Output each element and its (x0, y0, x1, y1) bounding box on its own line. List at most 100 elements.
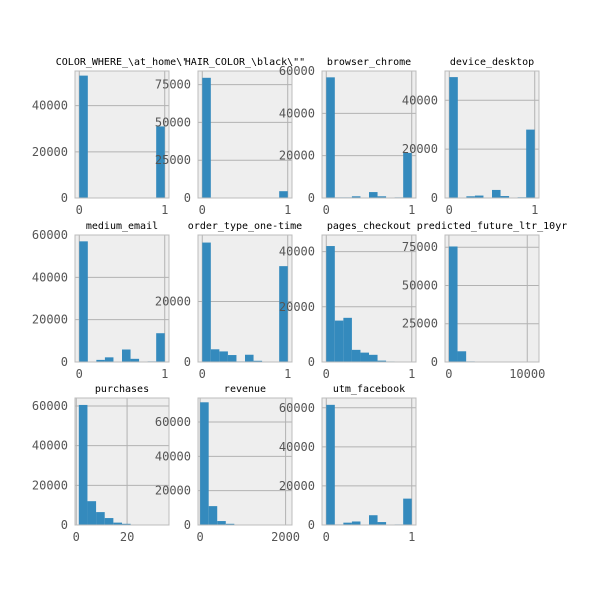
histogram-bar (403, 152, 412, 198)
histogram-bar (225, 523, 235, 525)
x-tick-label: 10000 (509, 367, 545, 381)
y-tick-label: 0 (308, 518, 315, 532)
axes-background (198, 235, 292, 362)
histogram-bar (253, 360, 263, 362)
subplot-6: pages_checkout 0 20000 40000 0 1 (279, 221, 417, 381)
x-tick-label: 0 (323, 530, 330, 544)
histogram-bar (202, 242, 211, 362)
subplot-title: pages_checkout (327, 221, 411, 232)
y-tick-label: 60000 (155, 415, 191, 429)
axes-frame (197, 397, 293, 526)
x-tick-label: 0 (73, 530, 80, 544)
y-tick-label: 50000 (402, 278, 438, 292)
y-tick-label: 0 (61, 355, 68, 369)
axes-background (198, 71, 292, 198)
histogram-bar (369, 192, 378, 198)
x-tick-label: 20 (120, 530, 134, 544)
axes-background (445, 235, 539, 362)
y-tick-label: 60000 (32, 228, 68, 242)
y-tick-label: 40000 (32, 439, 68, 453)
y-tick-label: 20000 (279, 149, 315, 163)
x-tick-label: 1 (284, 367, 291, 381)
y-tick-label: 20000 (32, 145, 68, 159)
x-tick-label: 1 (531, 203, 538, 217)
histogram-bar (122, 349, 131, 362)
histogram-bar (104, 357, 114, 362)
x-tick-label: 0 (76, 203, 83, 217)
histogram-bar (351, 196, 361, 198)
axes-frame (197, 234, 293, 363)
x-tick-label: 0 (76, 367, 83, 381)
y-tick-label: 0 (61, 191, 68, 205)
subplot-4: medium_email 0 20000 40000 60000 0 1 (32, 221, 170, 381)
subplot-title: browser_chrome (327, 57, 411, 68)
y-tick-label: 0 (184, 191, 191, 205)
histogram-bar (492, 189, 501, 198)
histogram-bar (279, 266, 288, 362)
axes-background (445, 71, 539, 198)
x-tick-label: 1 (161, 203, 168, 217)
y-tick-label: 40000 (279, 106, 315, 120)
y-tick-label: 40000 (32, 99, 68, 113)
axes-frame (74, 397, 170, 526)
subplot-title: medium_email (86, 221, 158, 232)
subplot-title: order_type_one-time (188, 221, 302, 232)
histogram-bar (351, 349, 361, 362)
axes-frame (74, 70, 170, 199)
subplot-title: device_desktop (450, 57, 534, 68)
subplot-5: order_type_one-time 0 20000 0 1 (155, 221, 302, 381)
subplot-title: purchases (95, 384, 149, 395)
axes-frame (74, 234, 170, 363)
subplot-title: predicted_future_ltr_10yr (417, 221, 568, 232)
y-tick-label: 25000 (155, 153, 191, 167)
axes-frame (321, 70, 417, 199)
y-tick-label: 75000 (402, 240, 438, 254)
y-tick-label: 25000 (402, 317, 438, 331)
histogram-bar (526, 129, 535, 198)
axes-frame (321, 397, 417, 526)
y-tick-label: 40000 (402, 93, 438, 107)
histogram-bar (217, 521, 226, 525)
x-tick-label: 1 (284, 203, 291, 217)
x-tick-label: 0 (323, 367, 330, 381)
histogram-bar (369, 515, 378, 525)
axes-frame (321, 234, 417, 363)
y-tick-label: 40000 (155, 449, 191, 463)
x-tick-label: 1 (408, 530, 415, 544)
y-tick-label: 40000 (32, 270, 68, 284)
histogram-bar (343, 522, 352, 525)
histogram-bar (360, 352, 369, 362)
y-tick-label: 50000 (155, 115, 191, 129)
histogram-bar (377, 360, 387, 362)
histogram-bar (200, 402, 209, 525)
histogram-bar (326, 246, 335, 362)
y-tick-label: 20000 (32, 313, 68, 327)
y-tick-label: 0 (184, 355, 191, 369)
y-tick-label: 0 (184, 518, 191, 532)
histogram-bar (156, 333, 165, 362)
histogram-bar (377, 196, 387, 198)
x-tick-label: 0 (199, 203, 206, 217)
y-tick-label: 0 (61, 518, 68, 532)
x-tick-label: 0 (199, 367, 206, 381)
y-tick-label: 0 (308, 355, 315, 369)
subplot-9: revenue 0 20000 40000 60000 0 2000 (155, 384, 300, 544)
x-tick-label: 1 (408, 367, 415, 381)
histogram-bar (208, 506, 218, 525)
histogram-bar (326, 77, 335, 198)
axes-frame (197, 70, 293, 199)
histogram-bar (202, 77, 211, 198)
histogram-bar (227, 355, 237, 362)
histogram-bar (219, 351, 228, 362)
x-tick-label: 1 (408, 203, 415, 217)
x-tick-label: 0 (323, 203, 330, 217)
histogram-bar (343, 317, 352, 362)
y-tick-label: 20000 (279, 479, 315, 493)
histogram-bar (96, 512, 105, 525)
subplot-2: browser_chrome 0 20000 40000 60000 0 1 (279, 57, 417, 217)
histogram-bar (351, 521, 361, 525)
y-tick-label: 75000 (155, 78, 191, 92)
histogram-bar (156, 126, 165, 198)
axes-background (322, 71, 416, 198)
histogram-bar (369, 354, 378, 362)
